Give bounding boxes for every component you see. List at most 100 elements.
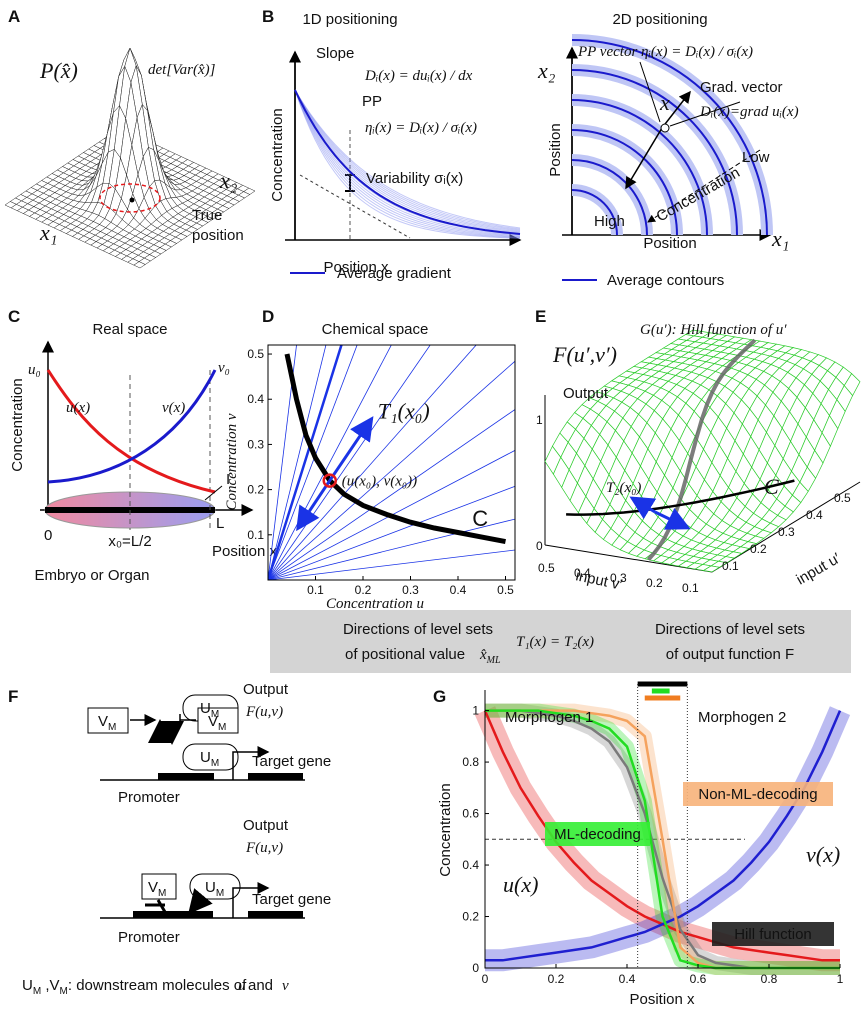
label: P(x̂) [39,58,78,83]
point-label: (u(x₀), v(x₀)) [342,474,417,490]
label: v(x) [162,400,185,416]
label: u [238,978,246,994]
annotation: Morphogen 1 [505,709,593,726]
label: x₁ [39,220,57,245]
label: F(u′,v′) [552,342,617,367]
point [322,473,337,488]
gradient-sample [294,89,521,239]
label: T₁(x) = T₂(x) [516,634,594,650]
x-tick-label: 0.3 [402,583,419,597]
tick-label: 0.2 [750,542,767,556]
ray [268,345,358,580]
y-tick-label: 0.4 [247,392,264,406]
gradient-sample [294,89,521,235]
label: T₂(x₀) [606,480,641,496]
label-part: U [200,700,211,717]
label: input u′ [794,550,844,589]
y-tick-label: 1 [472,704,479,718]
label-part: M [60,986,68,997]
label: Position x [323,259,389,276]
y-tick-label: 0.5 [247,347,264,361]
average-gradient [294,89,521,235]
position-point [660,123,670,133]
chart-title: Chemical space [322,321,429,338]
gradient-sample [294,89,521,234]
plot-frame [267,344,516,581]
label-part: V [148,879,158,896]
decorations [40,46,861,919]
label: 1 [536,413,543,427]
label: Average gradient [337,265,452,282]
label-part: x̂ [479,647,487,663]
label: I [226,471,230,488]
label: x₁ [771,226,789,251]
gradient-sample [294,89,521,233]
tangent-vector [328,416,374,482]
variance-ellipse [99,183,161,213]
label: Directions of level sets [343,621,493,638]
panel-label: D [262,307,274,326]
pointer [639,61,741,127]
tick-label: 0.5 [834,491,851,505]
tangent-vector [296,479,331,532]
legend-label: Hill function [734,926,812,943]
legend-label: u(x) [503,872,538,897]
label: VM [148,879,166,899]
y-tick-label: 0 [472,961,479,975]
ray [268,518,515,580]
panel-label: A [8,7,20,26]
label: C [764,474,779,499]
label: UM [200,700,219,720]
label: Grad. vector [700,79,783,96]
true-position [129,197,135,203]
tangent-vector [654,508,691,530]
label-part: of positional value [345,646,465,663]
label: Dᵢ(x) = duᵢ(x) / dx [364,68,473,84]
label-part: and [248,977,273,994]
pp-vector [661,90,691,129]
mesh-cell [133,261,146,269]
y-axis-label: Concentration v [224,413,240,510]
label: u(x) [66,400,90,416]
ray [268,345,343,580]
label: UM [200,749,219,769]
label: x₂ [537,58,556,83]
x-tick-label: 0.1 [307,583,324,597]
label-part: : downstream molecules of [68,977,247,994]
tick-label: 0.3 [610,571,627,585]
label: PP vector ηᵢ(x) = Dᵢ(x) / σᵢ(x) [577,44,753,60]
legend-label: Non-ML-decoding [698,786,817,803]
panel-label: E [535,307,546,326]
tick-label: 0.2 [646,576,663,590]
average-contour [571,129,678,236]
y-tick-label: 0.3 [247,437,264,451]
label: of positional value [345,646,465,663]
x-tick-label: 1 [837,972,844,986]
curve [284,353,506,545]
y-tick-label: 0.1 [247,528,264,542]
label-part: M [158,888,166,899]
label-part: U [22,977,33,994]
ray [268,345,327,580]
y-tick-label: 0.2 [462,910,479,924]
label: Slope [316,45,354,62]
label: Position [643,235,696,252]
average-contour [571,69,738,236]
label: Low [742,149,770,166]
gradient-sample [294,89,521,229]
ray [268,449,515,580]
label-part: M [33,986,41,997]
series-line [485,710,842,962]
x-axis-label: Position x [629,991,695,1008]
label: Embryo or Organ [34,567,149,584]
label: Average contours [607,272,724,289]
label: True [192,207,222,224]
label: x [659,90,670,115]
c-curve [566,479,795,516]
label: Output [243,817,289,834]
label: Target gene [252,891,331,908]
ray [268,345,297,580]
label: Position [547,123,564,176]
y-tick-label: 0.6 [462,807,479,821]
